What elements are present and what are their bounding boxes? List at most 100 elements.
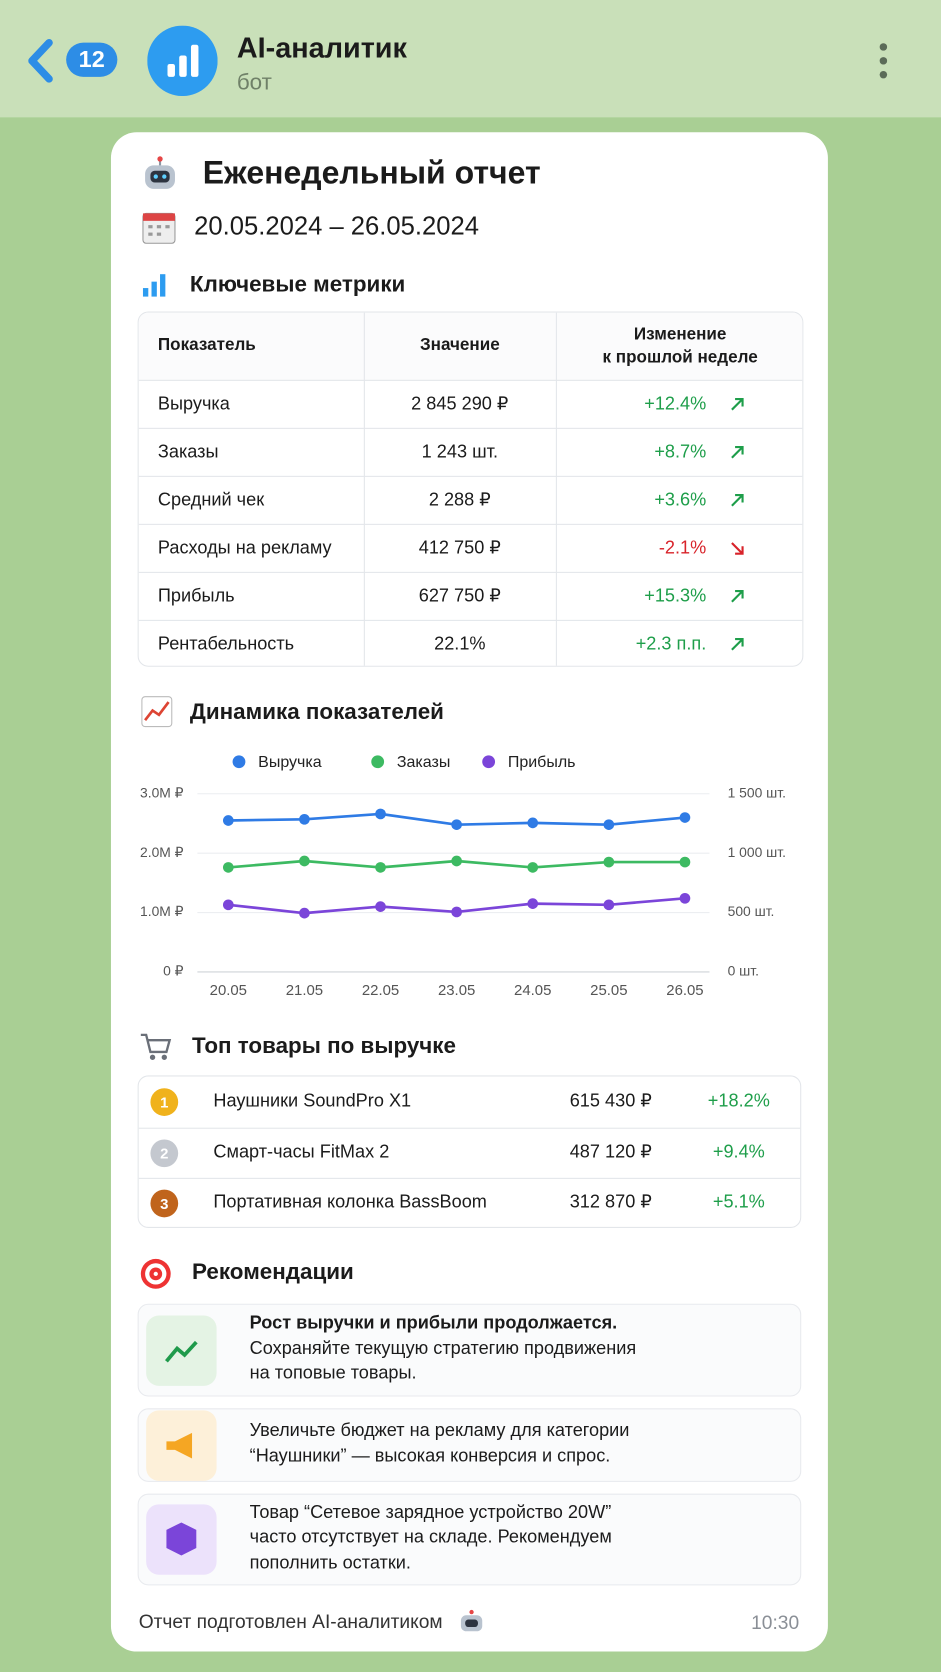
data-point xyxy=(375,901,386,912)
section-title: Рекомендации xyxy=(192,1259,354,1285)
data-point xyxy=(299,813,310,825)
legend-label: Выручка xyxy=(258,754,322,771)
x-tick-label: 26.05 xyxy=(666,982,703,999)
section-title: Ключевые метрики xyxy=(189,272,406,297)
row-divider xyxy=(138,571,803,573)
x-tick-label: 23.05 xyxy=(438,982,475,999)
data-point xyxy=(222,899,234,911)
chart-icon xyxy=(141,696,173,728)
y2-tick-label: 0 шт. xyxy=(728,963,759,979)
metric-name: Средний чек xyxy=(157,489,265,510)
metric-value: 22.1% xyxy=(434,633,486,655)
trend-arrow xyxy=(731,493,744,507)
y-tick-label: 1.0M ₽ xyxy=(140,903,184,919)
recommendation-text: Увеличьте бюджет на рекламу для категори… xyxy=(249,1420,630,1441)
product-revenue: 487 120 ₽ xyxy=(569,1141,652,1162)
product-change: +18.2% xyxy=(707,1090,770,1111)
back-button[interactable] xyxy=(23,38,57,83)
trend-arrow xyxy=(731,638,744,651)
metric-name: Заказы xyxy=(157,441,219,462)
column-divider xyxy=(363,312,365,666)
unread-badge[interactable]: 12 xyxy=(66,42,118,77)
recommendation-icon-bg xyxy=(146,1409,217,1481)
metric-value: 2 288 ₽ xyxy=(428,489,491,510)
metric-value: 2 845 290 ₽ xyxy=(411,393,509,414)
recommendation-icon-bg xyxy=(146,1314,217,1386)
row-divider xyxy=(138,475,803,477)
recommendation-card: Рост выручки и прибыли продолжается. Сохр… xyxy=(137,1303,802,1397)
icon-path xyxy=(166,1432,193,1458)
metric-change: +2.3 п.п. xyxy=(635,633,707,655)
header-cell: Показатель xyxy=(157,336,256,355)
row-divider xyxy=(138,1127,801,1129)
robot-icon xyxy=(145,156,175,189)
metric-change: +12.4% xyxy=(644,393,707,414)
report-period: 20.05.2024 – 26.05.2024 xyxy=(194,212,479,242)
y2-tick-label: 1 500 шт. xyxy=(728,784,786,800)
metric-name: Выручка xyxy=(157,393,230,414)
robot-icon xyxy=(460,1609,483,1632)
recommendation-text: Рост выручки и прибыли продолжается. xyxy=(249,1312,618,1333)
product-change: +5.1% xyxy=(712,1191,765,1212)
arrow-path xyxy=(731,445,744,459)
y2-tick-label: 1 000 шт. xyxy=(728,844,786,860)
product-name: Портативная колонка BassBoom xyxy=(213,1191,487,1212)
metric-value: 412 750 ₽ xyxy=(418,537,501,558)
recommendation-text: пополнить остатки. xyxy=(249,1552,411,1573)
data-point xyxy=(679,892,691,904)
column-divider xyxy=(555,312,557,666)
data-point xyxy=(375,808,386,820)
bot-avatar xyxy=(147,25,218,97)
trend-arrow xyxy=(731,445,744,459)
icon-path xyxy=(165,1340,198,1363)
data-point xyxy=(527,862,539,873)
x-tick-label: 21.05 xyxy=(286,982,323,999)
metric-name: Прибыль xyxy=(157,585,235,606)
product-revenue: 615 430 ₽ xyxy=(569,1090,652,1111)
data-point xyxy=(299,855,310,867)
product-name: Наушники SoundPro X1 xyxy=(213,1090,412,1111)
y2-tick-label: 500 шт. xyxy=(728,903,775,919)
legend-marker xyxy=(232,755,246,769)
section-title: Топ товары по выручке xyxy=(192,1033,456,1059)
arrow-path xyxy=(731,493,744,507)
rank-badge: 1 xyxy=(150,1088,179,1116)
recommendation-text: “Наушники” — высокая конверсия и спрос. xyxy=(249,1445,611,1466)
rank-badge: 2 xyxy=(150,1138,179,1167)
section-title: Динамика показателей xyxy=(189,699,444,725)
trend-arrow xyxy=(731,542,744,555)
target-icon xyxy=(140,1258,171,1289)
header-cell: Изменение xyxy=(633,325,727,344)
cart-icon xyxy=(140,1033,172,1060)
metric-change: +15.3% xyxy=(644,585,707,606)
legend-label: Заказы xyxy=(397,754,450,771)
x-tick-label: 24.05 xyxy=(514,982,551,999)
recommendation-icon-bg xyxy=(146,1504,217,1575)
data-point xyxy=(222,815,234,826)
metrics-icon xyxy=(142,274,166,297)
chat-subtitle: бот xyxy=(236,70,272,95)
product-change: +9.4% xyxy=(712,1141,765,1162)
data-point xyxy=(603,819,615,830)
metric-change: -2.1% xyxy=(658,537,707,558)
y-tick-label: 0 ₽ xyxy=(163,963,184,979)
data-point xyxy=(451,819,462,830)
row-divider xyxy=(138,619,803,621)
data-point xyxy=(299,907,310,919)
data-point xyxy=(451,855,462,867)
data-point xyxy=(527,898,539,909)
data-point xyxy=(527,817,539,829)
menu-button[interactable] xyxy=(875,43,892,79)
y-tick-label: 2.0M ₽ xyxy=(140,844,184,860)
line-chart: 0 ₽ 1.0M ₽ 2.0M ₽ 3.0M ₽ 0 шт. 500 шт. 1 000 ш… xyxy=(140,754,786,999)
recommendation-text: часто отсутствует на складе. Рекомендуем xyxy=(249,1526,612,1548)
y-tick-label: 3.0M ₽ xyxy=(140,784,184,800)
recommendation-icon xyxy=(165,1340,198,1363)
report-title: Еженедельный отчет xyxy=(202,155,541,191)
table-header-bg xyxy=(138,312,803,381)
metric-change: +8.7% xyxy=(654,441,707,462)
chat-title: AI-аналитик xyxy=(236,32,407,65)
row-divider xyxy=(138,1177,801,1179)
recommendation-text: Товар “Сетевое зарядное устройство 20W” xyxy=(249,1501,612,1523)
